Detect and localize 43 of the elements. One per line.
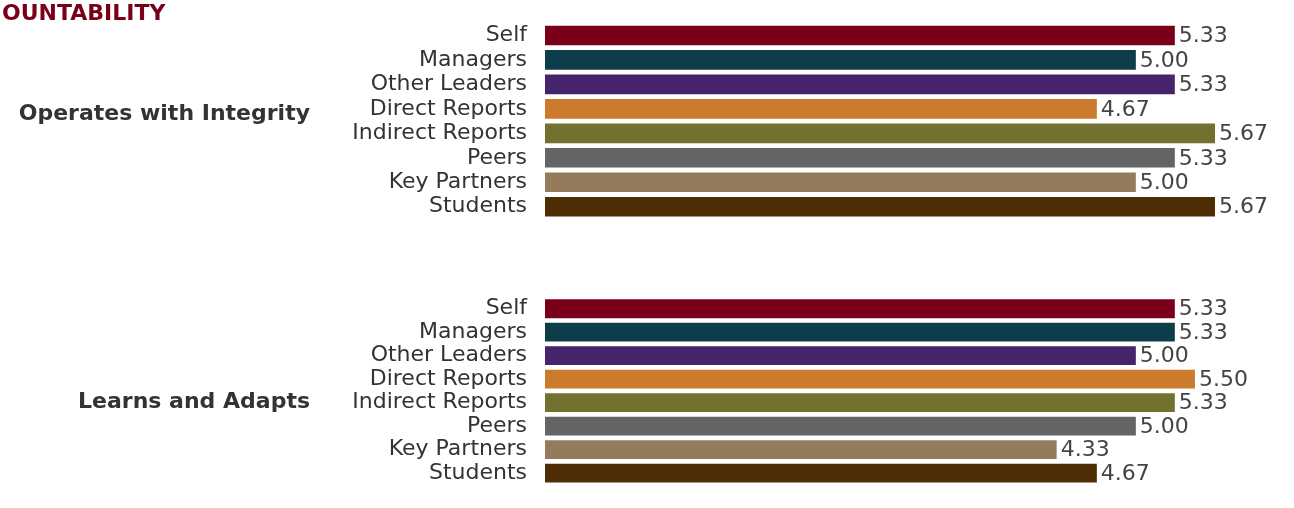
bar bbox=[545, 322, 1175, 342]
y-tick-label: Self bbox=[485, 21, 529, 47]
y-tick-label: Key Partners bbox=[388, 435, 527, 461]
y-tick-label: Indirect Reports bbox=[352, 119, 527, 145]
y-tick-label: Students bbox=[428, 458, 527, 484]
data-label: 4.67 bbox=[1100, 95, 1150, 121]
y-tick-label: Other Leaders bbox=[370, 70, 527, 96]
y-tick-label: Other Leaders bbox=[370, 341, 527, 367]
y-tick-label: Direct Reports bbox=[369, 94, 527, 120]
y-tick-label: Self bbox=[485, 294, 529, 320]
data-label: 5.00 bbox=[1139, 412, 1189, 438]
data-label: 5.00 bbox=[1139, 46, 1189, 72]
y-tick-label: Peers bbox=[466, 143, 527, 169]
y-tick-label: Managers bbox=[419, 317, 527, 343]
y-tick-label: Key Partners bbox=[388, 168, 527, 194]
bar bbox=[545, 393, 1175, 413]
data-label: 5.67 bbox=[1219, 193, 1268, 219]
y-axis-title: Learns and Adapts bbox=[77, 388, 310, 413]
y-tick-label: Managers bbox=[419, 45, 527, 71]
bar bbox=[545, 416, 1136, 436]
bar bbox=[545, 369, 1195, 389]
text: OUNTABILITY bbox=[2, 0, 166, 26]
data-label: 5.67 bbox=[1219, 120, 1268, 146]
data-label: 5.33 bbox=[1178, 144, 1228, 170]
data-label: 5.33 bbox=[1178, 22, 1228, 48]
data-label: 5.33 bbox=[1178, 295, 1228, 321]
data-label: 5.33 bbox=[1178, 71, 1228, 97]
y-axis-title: Operates with Integrity bbox=[17, 100, 310, 125]
y-tick-label: Peers bbox=[466, 411, 527, 437]
bar bbox=[545, 299, 1175, 319]
data-label: 5.50 bbox=[1198, 365, 1248, 391]
bar bbox=[545, 346, 1136, 366]
data-label: 5.00 bbox=[1139, 169, 1189, 195]
data-label: 4.67 bbox=[1100, 459, 1150, 485]
data-label: 4.33 bbox=[1060, 436, 1110, 462]
y-tick-label: Indirect Reports bbox=[352, 388, 527, 414]
bar bbox=[545, 440, 1057, 459]
data-label: 5.00 bbox=[1139, 342, 1189, 368]
data-label: 5.33 bbox=[1178, 318, 1228, 344]
data-label: 5.33 bbox=[1178, 389, 1228, 415]
y-tick-label: Direct Reports bbox=[369, 364, 527, 390]
y-tick-label: Students bbox=[428, 192, 527, 218]
bar bbox=[545, 463, 1097, 483]
